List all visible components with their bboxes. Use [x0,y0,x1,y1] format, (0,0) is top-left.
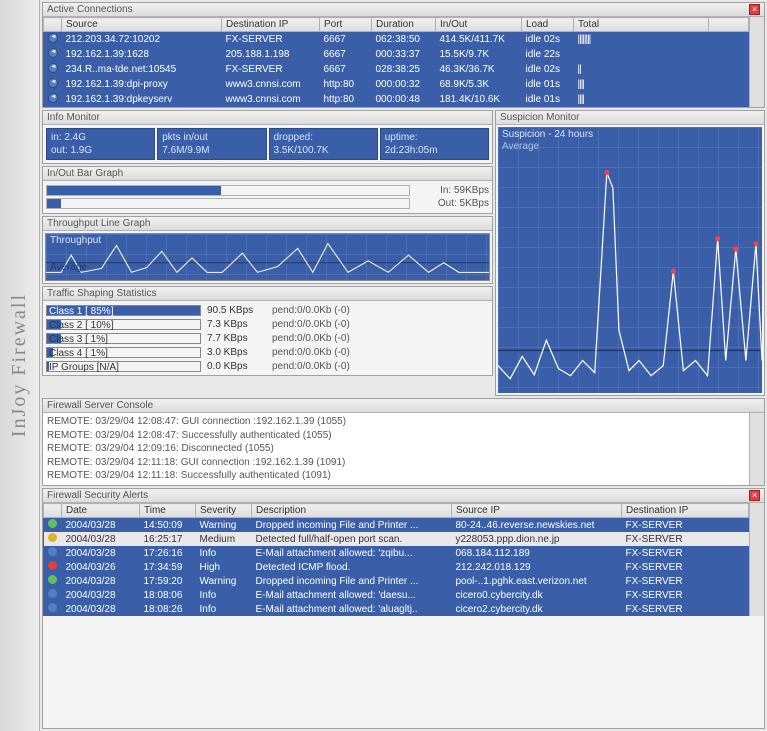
throughput-panel: Throughput Line Graph Throughput Average [42,216,493,284]
suspicion-chart: Suspicion - 24 hours Average [498,127,762,393]
direction-icon [48,63,58,73]
severity-icon [48,575,57,584]
column-header[interactable]: Description [252,504,452,518]
severity-icon [48,561,57,570]
main-area: Active Connections × SourceDestination I… [40,0,767,731]
app-sidebar: InJoy Firewall [0,0,40,731]
table-row[interactable]: 192.162.1.39:dpi-proxywww3.cnnsi.comhttp… [44,77,749,92]
info-box: pkts in/out7.6M/9.9M [157,128,266,160]
column-header[interactable]: Date [62,504,140,518]
alerts-table: DateTimeSeverityDescriptionSource IPDest… [43,503,749,616]
console-panel: Firewall Server Console REMOTE: 03/29/04… [42,398,765,486]
severity-icon [48,519,57,528]
bargraph-panel: In/Out Bar Graph In: 59KBps Out: 5KBps [42,166,493,214]
traffic-title: Traffic Shaping Statistics [47,288,157,299]
column-header[interactable]: In/Out [436,18,522,32]
console-line: REMOTE: 03/29/04 12:11:18: Successfully … [47,469,745,483]
severity-icon [48,603,57,612]
alerts-panel: Firewall Security Alerts × DateTimeSever… [42,488,765,729]
info-box: uptime:2d:23h:05m [380,128,489,160]
info-box: in: 2.4Gout: 1.9G [46,128,155,160]
info-box: dropped:3.5K/100.7K [269,128,378,160]
severity-icon [48,589,57,598]
column-header[interactable]: Source IP [452,504,622,518]
traffic-row: IP Groups [N/A]0.0 KBpspend:0/0.0Kb (-0) [43,359,492,373]
console-line: REMOTE: 03/29/04 12:09:16: Disconnected … [47,442,745,456]
scrollbar[interactable] [749,17,764,107]
table-row[interactable]: 192.162.1.39:1628205.188.1.1986667000:33… [44,47,749,62]
console-line: REMOTE: 03/29/04 12:08:47: GUI connectio… [47,415,745,429]
direction-icon [48,93,58,103]
direction-icon [48,48,58,58]
column-header[interactable]: Total [574,18,709,32]
connections-header: Active Connections × [43,3,764,17]
table-row[interactable]: 2004/03/2818:08:06InfoE-Mail attachment … [44,588,749,602]
app-title: InJoy Firewall [8,293,31,437]
severity-icon [48,547,57,556]
connections-panel: Active Connections × SourceDestination I… [42,2,765,108]
table-row[interactable]: 2004/03/2816:25:17MediumDetected full/ha… [44,532,749,546]
traffic-row: Class 1 [ 85%]90.5 KBpspend:0/0.0Kb (-0) [43,303,492,317]
column-header[interactable]: Severity [196,504,252,518]
connections-title: Active Connections [47,4,133,15]
table-row[interactable]: 234.R..ma-tde.net:10545FX-SERVER6667028:… [44,62,749,77]
suspicion-title: Suspicion Monitor [500,112,579,123]
throughput-title: Throughput Line Graph [47,218,150,229]
traffic-row: Class 2 [ 10%]7.3 KBpspend:0/0.0Kb (-0) [43,317,492,331]
column-header[interactable]: Destination IP [622,504,749,518]
close-icon[interactable]: × [749,490,760,501]
column-header[interactable]: Time [140,504,196,518]
console-line: REMOTE: 03/29/04 12:08:47: Successfully … [47,429,745,443]
console-line: REMOTE: 03/29/04 12:11:18: GUI connectio… [47,456,745,470]
connections-table: SourceDestination IPPortDurationIn/OutLo… [43,17,749,107]
table-row[interactable]: 212.203.34.72:10202FX-SERVER6667062:38:5… [44,32,749,48]
table-row[interactable]: 2004/03/2817:26:16InfoE-Mail attachment … [44,546,749,560]
suspicion-panel: Suspicion Monitor Suspicion - 24 hours A… [495,110,765,396]
table-row[interactable]: 2004/03/2617:34:59HighDetected ICMP floo… [44,560,749,574]
direction-icon [48,33,58,43]
alerts-title: Firewall Security Alerts [47,490,148,501]
console-title: Firewall Server Console [47,400,153,411]
column-header[interactable]: Destination IP [222,18,320,32]
scrollbar[interactable] [749,503,764,616]
bargraph-title: In/Out Bar Graph [47,168,123,179]
column-header[interactable]: Load [522,18,574,32]
table-row[interactable]: 2004/03/2818:08:26InfoE-Mail attachment … [44,602,749,616]
bargraph-in-label: In: 59KBps [414,185,489,196]
console-body: REMOTE: 03/29/04 12:08:47: GUI connectio… [43,413,749,485]
scrollbar[interactable] [749,413,764,485]
info-monitor-title: Info Monitor [47,112,100,123]
table-row[interactable]: 2004/03/2814:50:09WarningDropped incomin… [44,518,749,533]
traffic-panel: Traffic Shaping Statistics Class 1 [ 85%… [42,286,493,376]
bargraph-out-row: Out: 5KBps [43,197,492,210]
table-row[interactable]: 2004/03/2817:59:20WarningDropped incomin… [44,574,749,588]
column-header[interactable]: Duration [372,18,436,32]
traffic-row: Class 3 [ 1%]7.7 KBpspend:0/0.0Kb (-0) [43,331,492,345]
column-header[interactable] [44,504,62,518]
table-row[interactable]: 192.162.1.39:dpkeyservwww3.cnnsi.comhttp… [44,92,749,107]
info-monitor-panel: Info Monitor in: 2.4Gout: 1.9Gpkts in/ou… [42,110,493,164]
column-header[interactable]: Port [320,18,372,32]
bargraph-in-row: In: 59KBps [43,184,492,197]
direction-icon [48,78,58,88]
throughput-chart: Throughput Average [45,233,490,281]
bargraph-out-label: Out: 5KBps [414,198,489,209]
column-header[interactable]: Source [62,18,222,32]
traffic-row: Class 4 [ 1%]3.0 KBpspend:0/0.0Kb (-0) [43,345,492,359]
close-icon[interactable]: × [749,4,760,15]
column-header[interactable] [44,18,62,32]
severity-icon [48,533,57,542]
column-header[interactable] [708,18,748,32]
